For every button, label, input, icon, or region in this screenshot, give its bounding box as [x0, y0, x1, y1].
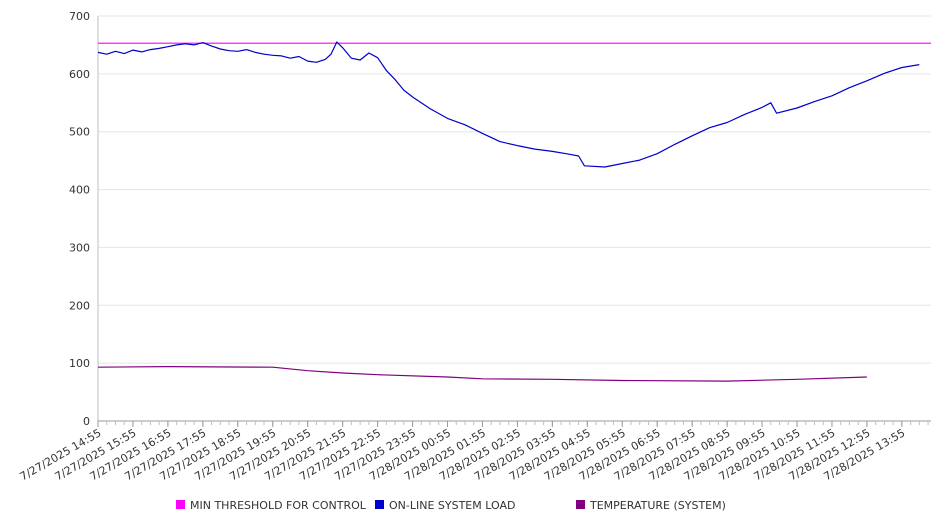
y-tick-label: 500 — [69, 126, 90, 139]
y-tick-label: 700 — [69, 10, 90, 23]
y-tick-label: 400 — [69, 184, 90, 197]
y-tick-label: 600 — [69, 68, 90, 81]
legend-swatch — [176, 500, 185, 509]
x-tick-labels: 7/27/2025 14:557/27/2025 15:557/27/2025 … — [18, 426, 908, 483]
gridlines — [98, 15, 931, 364]
y-tick-label: 0 — [83, 415, 90, 428]
y-tick-label: 100 — [69, 357, 90, 370]
legend-label: TEMPERATURE (SYSTEM) — [589, 499, 726, 512]
legend: MIN THRESHOLD FOR CONTROL ON-LINE SYSTEM … — [176, 499, 726, 512]
y-tick-labels: 0 100 200 300 400 500 600 700 — [69, 10, 90, 428]
legend-label: MIN THRESHOLD FOR CONTROL — [190, 499, 367, 512]
legend-label: ON-LINE SYSTEM LOAD — [389, 499, 515, 512]
y-tick-label: 200 — [69, 299, 90, 312]
series-lines — [97, 41, 931, 382]
y-tick-label: 300 — [69, 241, 90, 254]
axes — [97, 16, 931, 427]
series-line-2 — [97, 41, 920, 168]
series-line-3 — [97, 366, 867, 382]
legend-swatch — [375, 500, 384, 509]
legend-swatch — [576, 500, 585, 509]
